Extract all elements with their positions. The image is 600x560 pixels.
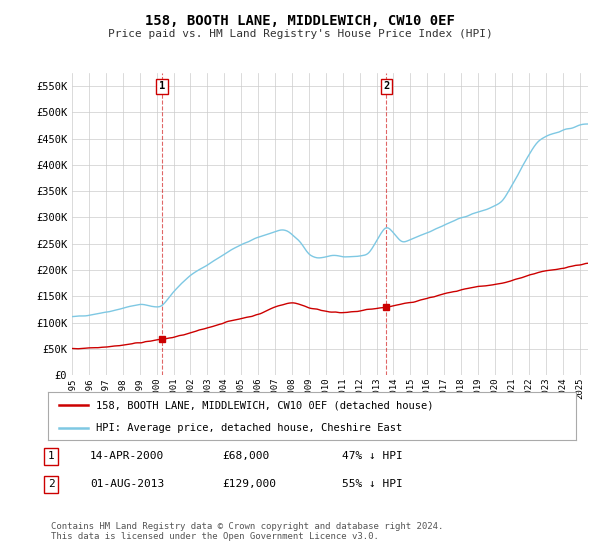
Text: 01-AUG-2013: 01-AUG-2013 [90, 479, 164, 489]
Text: Contains HM Land Registry data © Crown copyright and database right 2024.
This d: Contains HM Land Registry data © Crown c… [51, 522, 443, 542]
Text: HPI: Average price, detached house, Cheshire East: HPI: Average price, detached house, Ches… [95, 423, 402, 433]
Text: 47% ↓ HPI: 47% ↓ HPI [342, 451, 403, 461]
Text: 55% ↓ HPI: 55% ↓ HPI [342, 479, 403, 489]
Text: 158, BOOTH LANE, MIDDLEWICH, CW10 0EF: 158, BOOTH LANE, MIDDLEWICH, CW10 0EF [145, 14, 455, 28]
Text: £68,000: £68,000 [222, 451, 269, 461]
Text: 2: 2 [47, 479, 55, 489]
Text: 1: 1 [159, 81, 165, 91]
Text: 2: 2 [383, 81, 389, 91]
Text: 158, BOOTH LANE, MIDDLEWICH, CW10 0EF (detached house): 158, BOOTH LANE, MIDDLEWICH, CW10 0EF (d… [95, 400, 433, 410]
Text: £129,000: £129,000 [222, 479, 276, 489]
Text: 14-APR-2000: 14-APR-2000 [90, 451, 164, 461]
Text: Price paid vs. HM Land Registry's House Price Index (HPI): Price paid vs. HM Land Registry's House … [107, 29, 493, 39]
Text: 1: 1 [47, 451, 55, 461]
